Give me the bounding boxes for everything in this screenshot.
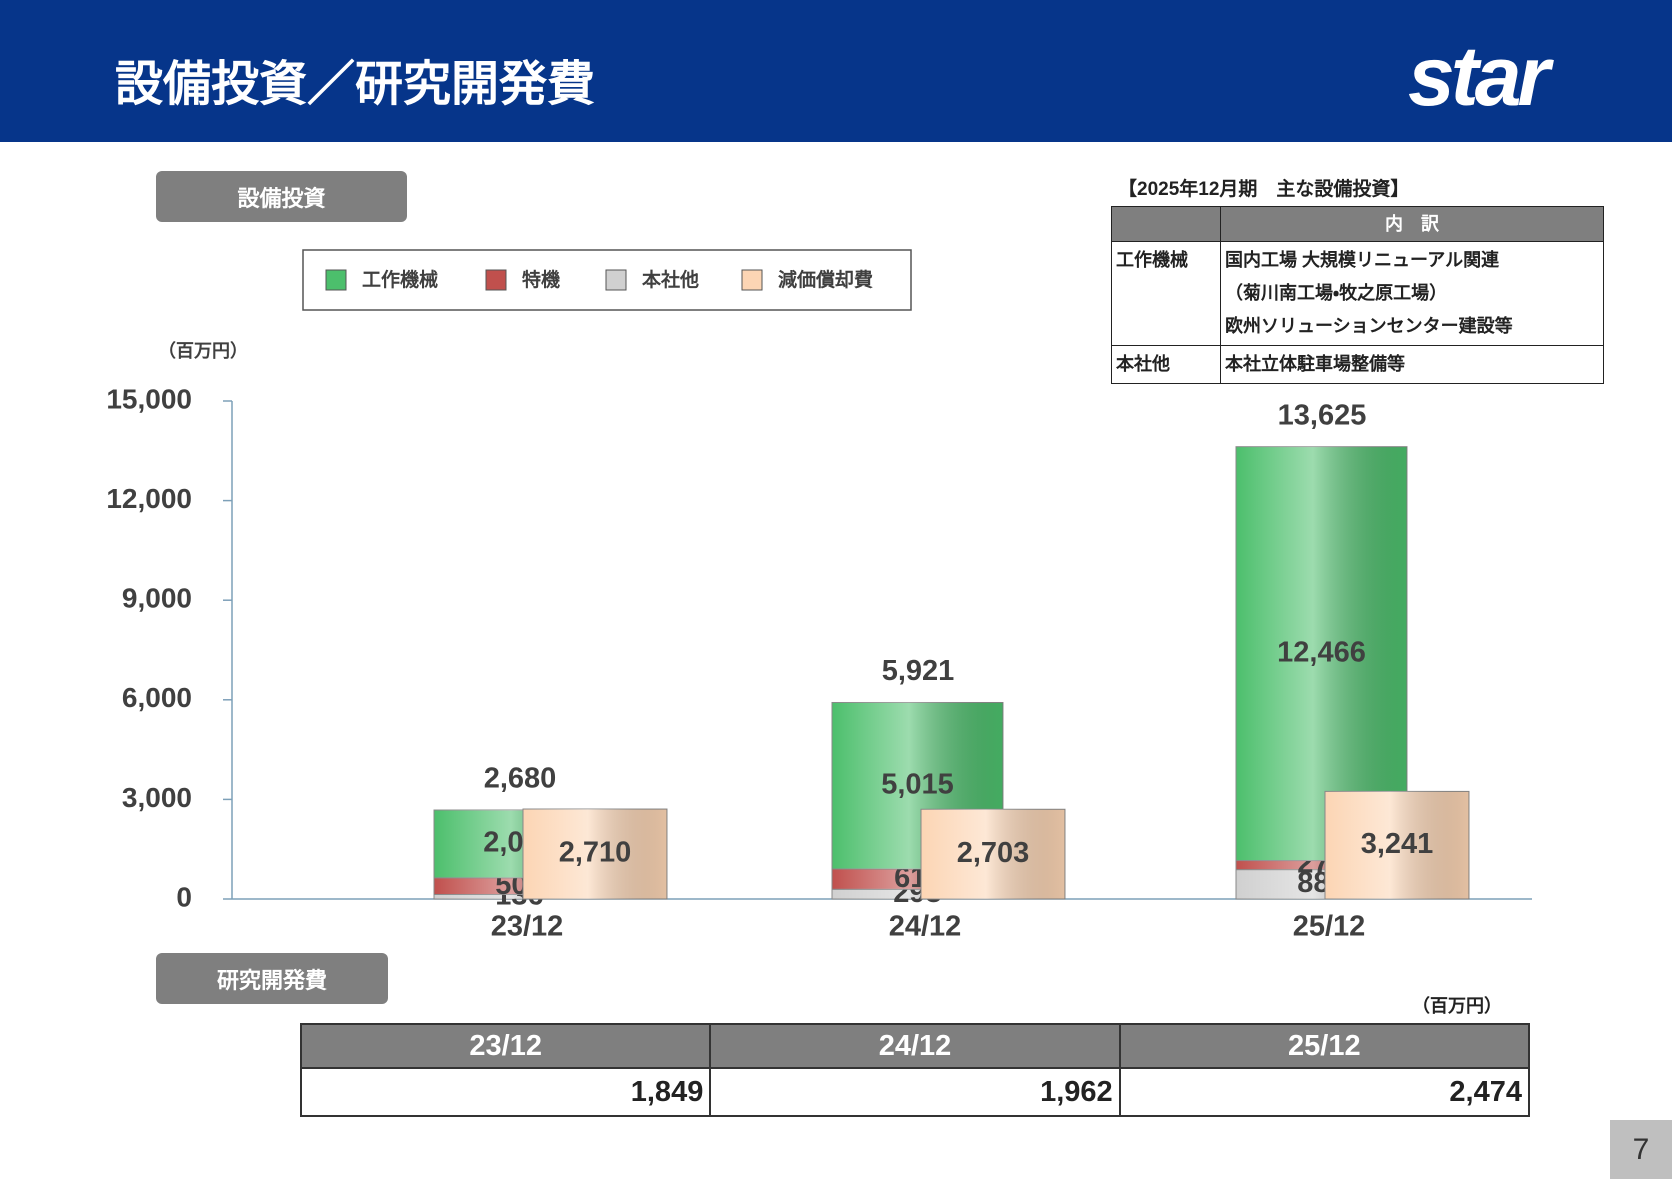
y-tick-label: 12,000 <box>106 483 192 514</box>
header-cell <box>1111 206 1221 242</box>
unit-label: （百万円） <box>158 341 248 361</box>
page-number: 7 <box>1610 1120 1672 1179</box>
row-content: 本社立体駐車場整備等 <box>1220 345 1604 384</box>
slide-title: 設備投資／研究開発費 <box>115 58 596 111</box>
legend-label: 本社他 <box>641 268 699 291</box>
bar-shine <box>434 894 605 899</box>
row-label: 本社他 <box>1111 345 1221 384</box>
unit-label: （百万円） <box>1412 996 1502 1016</box>
legend-swatch <box>325 269 347 291</box>
value-cell: 1,962 <box>709 1067 1121 1117</box>
table-title: 【2025年12月期 主な設備投資】 <box>1118 179 1410 200</box>
bar-shine <box>523 809 667 899</box>
section-label: 研究開発費 <box>156 953 388 1004</box>
line: 欧州ソリューションセンター建設等 <box>1225 316 1513 336</box>
line: （菊川南工場・牧之原工場） <box>1225 283 1448 303</box>
value-label: 2,710 <box>559 837 632 869</box>
y-tick-label: 9,000 <box>122 583 192 614</box>
header-bar: 設備投資／研究開発費 star <box>0 0 1672 142</box>
investment-table: 内 訳 工作機械 国内工場 大規模リニューアル関連 （菊川南工場・牧之原工場） 欧州… <box>1111 206 1604 384</box>
header-cell: 25/12 <box>1118 1023 1531 1069</box>
line: 国内工場 大規模リニューアル関連 <box>1225 250 1500 270</box>
row-label: 工作機械 <box>1111 241 1221 346</box>
legend-swatch <box>741 269 763 291</box>
value-label: 3,241 <box>1361 828 1434 860</box>
total-label: 13,625 <box>1278 399 1367 431</box>
section-label: 設備投資 <box>156 171 407 222</box>
x-tick-label: 23/12 <box>491 911 564 943</box>
y-tick-label: 0 <box>176 881 192 912</box>
y-tick-label: 6,000 <box>122 682 192 713</box>
legend-swatch <box>605 269 627 291</box>
header-cell: 23/12 <box>299 1023 712 1069</box>
x-tick-label: 25/12 <box>1293 911 1366 943</box>
legend-label: 特機 <box>522 268 560 291</box>
legend-label: 工作機械 <box>362 268 438 291</box>
total-label: 5,921 <box>882 655 955 687</box>
logo: star <box>1408 29 1550 123</box>
value-label: 12,466 <box>1277 636 1366 668</box>
y-tick-label: 3,000 <box>122 782 192 813</box>
bar-shine <box>921 809 1065 899</box>
value-cell: 2,474 <box>1118 1067 1531 1117</box>
legend-label: 減価償却費 <box>778 268 873 291</box>
header-cell: 内 訳 <box>1220 206 1604 242</box>
bar-shine <box>1236 860 1407 870</box>
line: 本社立体駐車場整備等 <box>1225 354 1405 374</box>
header-cell: 24/12 <box>709 1023 1121 1069</box>
row-content: 国内工場 大規模リニューアル関連 （菊川南工場・牧之原工場） 欧州ソリューションセン… <box>1220 241 1604 346</box>
bar-shine <box>1325 791 1469 899</box>
total-label: 2,680 <box>484 763 557 795</box>
legend-swatch <box>485 269 507 291</box>
value-label: 2,703 <box>957 837 1030 869</box>
value-label: 5,015 <box>881 768 954 800</box>
bar-shine <box>832 889 1003 899</box>
rd-table: 23/12 24/12 25/12 1,849 1,962 2,474 <box>299 1023 1531 1117</box>
x-tick-label: 24/12 <box>889 911 962 943</box>
value-cell: 1,849 <box>299 1067 712 1117</box>
y-tick-label: 15,000 <box>106 383 192 414</box>
